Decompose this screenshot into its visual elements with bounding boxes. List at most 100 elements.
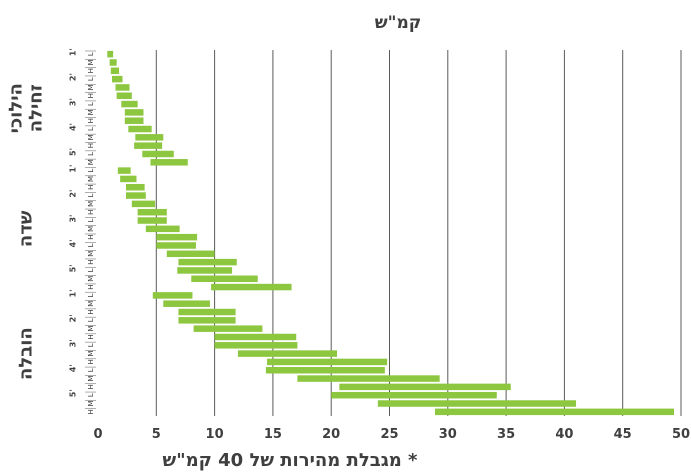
speed-bar bbox=[156, 233, 198, 241]
row-labels: L1'MHL2'MHL3'MHL4'MHL5'ML1'MHL2'MHL3'MHL… bbox=[69, 48, 96, 414]
grid-lines bbox=[155, 50, 682, 416]
gear-range-tag: M bbox=[87, 201, 95, 207]
speed-bar bbox=[121, 100, 138, 108]
speed-bar bbox=[377, 400, 577, 407]
gear-range-tag: M bbox=[87, 159, 95, 165]
gear-range-tag: M bbox=[87, 226, 95, 232]
speed-bar bbox=[124, 117, 144, 124]
speed-bar bbox=[110, 67, 119, 75]
speed-bar bbox=[267, 358, 388, 366]
x-tick-label: 25 bbox=[380, 427, 398, 442]
gear-range-tag: H bbox=[87, 409, 95, 414]
speed-bar bbox=[128, 125, 152, 133]
speed-bar bbox=[297, 375, 440, 382]
x-axis-ticks: 0 5 10 15 20 25 30 35 40 45 50 bbox=[93, 427, 690, 442]
gear-range-tag: L bbox=[87, 343, 95, 347]
speed-bar bbox=[117, 167, 131, 174]
speed-bar bbox=[116, 92, 132, 99]
speed-bar bbox=[191, 275, 258, 282]
gear-number-label: 3' bbox=[69, 215, 78, 223]
gear-range-tag: H bbox=[87, 118, 95, 123]
group-label: זחילה bbox=[26, 84, 47, 132]
gear-range-tag: L bbox=[87, 218, 95, 222]
speed-bar bbox=[214, 342, 298, 349]
gear-range-tag: H bbox=[87, 309, 95, 314]
gear-range-tag: M bbox=[87, 109, 95, 115]
speed-bar bbox=[166, 250, 215, 258]
speed-bar bbox=[111, 75, 123, 83]
x-tick-label: 10 bbox=[206, 427, 224, 442]
gear-range-tag: H bbox=[87, 68, 95, 73]
gear-number-label: 4' bbox=[69, 364, 78, 372]
speed-bar bbox=[178, 308, 236, 316]
gear-range-tag: H bbox=[87, 259, 95, 264]
speed-bar bbox=[150, 159, 188, 166]
speed-bar bbox=[134, 142, 163, 149]
speed-bar bbox=[156, 242, 196, 249]
gear-range-tag: L bbox=[87, 293, 95, 297]
speed-bar bbox=[214, 333, 297, 341]
gear-range-tag: H bbox=[87, 284, 95, 289]
x-tick-label: 50 bbox=[672, 427, 690, 442]
gear-number-label: 5' bbox=[69, 389, 78, 397]
group-label: שדה bbox=[16, 210, 37, 247]
speed-bar bbox=[331, 391, 497, 399]
speed-bar bbox=[142, 150, 174, 158]
group-labels: הילוכי זחילה שדה הובלה bbox=[6, 83, 47, 380]
gear-range-tag: M bbox=[87, 301, 95, 307]
gear-range-tag: L bbox=[87, 368, 95, 372]
gear-number-label: 5' bbox=[69, 264, 78, 272]
x-tick-label: 15 bbox=[264, 427, 282, 442]
speed-bar bbox=[125, 184, 145, 191]
gear-range-tag: L bbox=[87, 102, 95, 106]
gear-range-tag: H bbox=[87, 210, 95, 215]
speed-bar bbox=[137, 217, 167, 224]
speed-bar bbox=[177, 267, 233, 274]
x-tick-label: 20 bbox=[322, 427, 340, 442]
group-label: הילוכי bbox=[6, 83, 27, 133]
gear-range-tag: L bbox=[87, 393, 95, 397]
gear-range-tag: M bbox=[87, 326, 95, 332]
group-label: הובלה bbox=[16, 327, 37, 380]
gear-number-label: 2' bbox=[69, 73, 78, 81]
x-tick-label: 40 bbox=[555, 427, 573, 442]
gear-range-tag: H bbox=[87, 93, 95, 98]
gear-range-tag: H bbox=[87, 185, 95, 190]
gear-range-tag: M bbox=[87, 351, 95, 357]
speed-bar bbox=[178, 317, 236, 324]
gear-range-tag: M bbox=[87, 84, 95, 90]
gear-range-tag: M bbox=[87, 134, 95, 140]
gear-number-label: 1' bbox=[69, 48, 78, 56]
gear-range-tag: M bbox=[87, 251, 95, 257]
gear-number-label: 3' bbox=[69, 339, 78, 347]
speed-bar bbox=[137, 208, 167, 216]
speed-bar bbox=[131, 200, 156, 208]
speed-bar bbox=[265, 367, 385, 374]
speed-bar bbox=[120, 175, 137, 183]
gear-number-label: 3' bbox=[69, 98, 78, 106]
speed-bar bbox=[125, 192, 146, 199]
gear-range-tag: H bbox=[87, 384, 95, 389]
speed-bar bbox=[145, 225, 180, 233]
speed-bar bbox=[211, 283, 292, 291]
speed-bar bbox=[237, 350, 338, 357]
gear-range-tag: M bbox=[87, 176, 95, 182]
x-tick-label: 0 bbox=[93, 427, 102, 442]
speed-bar bbox=[434, 408, 675, 416]
speed-bar bbox=[178, 258, 237, 266]
x-tick-label: 30 bbox=[439, 427, 457, 442]
gear-range-tag: L bbox=[87, 243, 95, 247]
gear-number-label: 5' bbox=[69, 148, 78, 156]
gear-range-tag: L bbox=[87, 77, 95, 81]
speed-bar bbox=[115, 84, 130, 91]
gear-number-label: 2' bbox=[69, 314, 78, 322]
gear-range-tag: L bbox=[87, 194, 95, 198]
gear-number-label: 1' bbox=[69, 165, 78, 173]
speed-bar bbox=[135, 134, 164, 141]
gear-range-tag: M bbox=[87, 376, 95, 382]
gear-range-tag: L bbox=[87, 169, 95, 173]
gear-range-tag: H bbox=[87, 359, 95, 364]
speed-bar bbox=[107, 50, 114, 58]
